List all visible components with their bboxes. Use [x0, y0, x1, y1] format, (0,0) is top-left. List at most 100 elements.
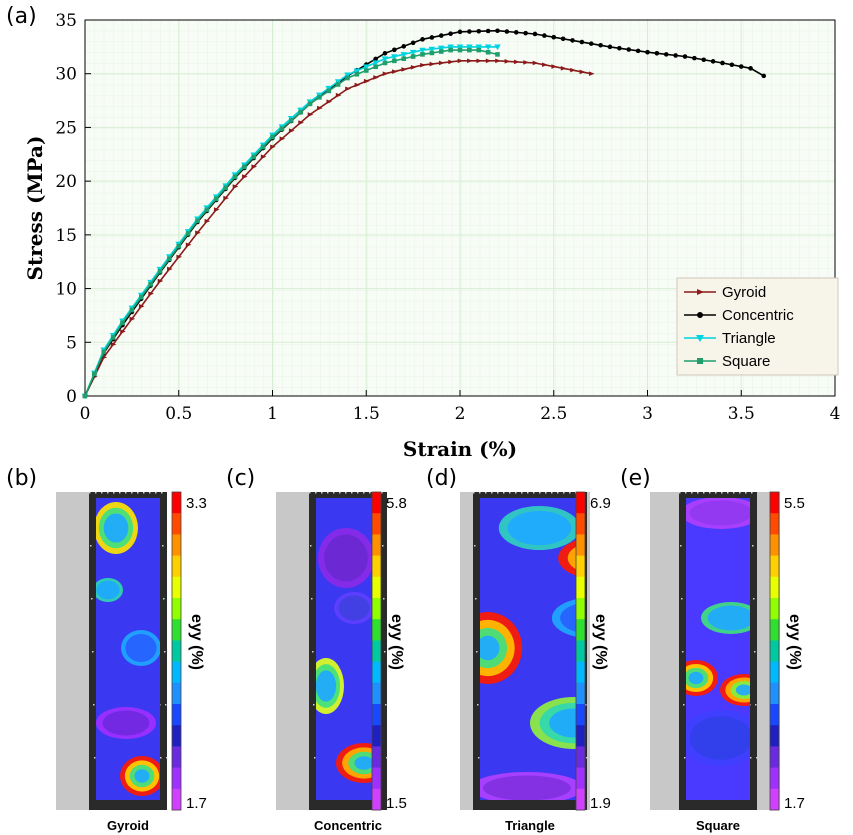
data-point: [298, 109, 303, 115]
speckle-dot: [715, 492, 717, 494]
colorbar-segment: [372, 576, 381, 599]
speckle-dot: [551, 492, 553, 494]
data-point: [720, 60, 725, 66]
colorbar-segment: [172, 619, 181, 641]
data-point: [448, 59, 454, 65]
speckle-dot: [681, 598, 683, 600]
data-point: [317, 105, 323, 111]
speckle-dot: [339, 492, 341, 494]
data-point: [579, 39, 585, 45]
data-point: [466, 44, 473, 51]
data-point: [710, 59, 716, 64]
colorbar-segment: [576, 576, 585, 599]
colorbar-segment: [172, 725, 181, 747]
strain-contour: [549, 708, 580, 738]
speckle-dot: [497, 492, 499, 494]
speckle-dot: [321, 492, 323, 494]
speckle-dot: [137, 492, 139, 494]
data-point: [420, 37, 425, 42]
speckle-dot: [310, 545, 312, 547]
colorbar-segment: [770, 725, 779, 747]
data-point: [504, 59, 511, 64]
legend-label: Triangle: [722, 330, 776, 347]
x-tick-label: 3: [642, 404, 653, 424]
speckle-dot: [475, 598, 477, 600]
strain-contour: [587, 551, 617, 566]
colorbar-segment: [576, 513, 585, 535]
data-point: [420, 52, 425, 57]
data-point: [494, 44, 501, 51]
colorbar-segment: [372, 661, 381, 684]
speckle-dot: [539, 492, 541, 494]
colorbar-segment: [770, 492, 779, 514]
data-point: [223, 195, 229, 201]
data-point: [429, 61, 436, 67]
data-point: [110, 335, 116, 340]
colorbar-frame: [575, 491, 586, 811]
colorbar-segment: [172, 555, 181, 578]
data-point: [345, 75, 350, 81]
data-point: [195, 230, 201, 236]
data-point: [288, 128, 295, 133]
colorbar-segment: [576, 788, 585, 811]
data-point: [242, 164, 247, 170]
data-point: [157, 278, 164, 284]
data-point: [317, 95, 322, 100]
strain-contour: [689, 500, 750, 526]
colorbar-segment: [372, 725, 381, 747]
speckle-dot: [569, 492, 571, 494]
data-point: [381, 56, 389, 62]
data-point: [457, 47, 463, 53]
data-point: [697, 312, 703, 318]
strain-contour: [354, 756, 374, 770]
data-point: [288, 118, 294, 123]
data-point: [279, 126, 285, 132]
data-point: [438, 49, 444, 54]
x-tick-label: 2.5: [540, 404, 567, 424]
speckle-dot: [333, 492, 335, 494]
colorbar-segment: [770, 767, 779, 790]
data-point: [476, 47, 482, 53]
colorbar-segment: [576, 767, 585, 790]
data-point: [410, 40, 416, 46]
data-point: [495, 58, 501, 64]
strain-contour: [707, 605, 750, 631]
legend-label: Gyroid: [722, 284, 766, 301]
data-point: [223, 185, 228, 191]
speckle-dot: [149, 492, 151, 494]
data-point: [110, 342, 117, 347]
data-point: [373, 56, 378, 62]
panel-letter: (c): [226, 466, 256, 491]
data-point: [484, 44, 492, 51]
speckle-dot: [369, 492, 371, 494]
speckle-dot: [155, 492, 157, 494]
colorbar-segment: [372, 788, 381, 811]
speckle-dot: [314, 757, 316, 759]
data-point: [579, 69, 586, 75]
y-tick-label: 25: [55, 118, 77, 138]
x-tick-label: 4: [830, 404, 841, 424]
data-point: [326, 99, 333, 104]
speckle-dot: [491, 492, 493, 494]
data-point: [560, 36, 566, 42]
speckle-dot: [485, 492, 487, 494]
speckle-dot: [703, 492, 705, 494]
data-point: [437, 45, 445, 52]
data-point: [167, 256, 172, 262]
data-point: [457, 29, 463, 35]
speckle-dot: [509, 492, 511, 494]
colorbar-frame: [171, 491, 182, 811]
data-point: [129, 316, 136, 322]
speckle-dot: [515, 492, 517, 494]
speckle-dot: [478, 757, 480, 759]
data-point: [345, 86, 351, 92]
speckle-dot: [162, 545, 164, 547]
strain-contour: [125, 633, 157, 663]
speckle-dot: [527, 492, 529, 494]
x-tick-label: 1: [267, 404, 278, 424]
colorbar-segment: [770, 513, 779, 535]
colorbar-segment: [372, 555, 381, 578]
colorbar-segment: [770, 640, 779, 663]
data-point: [607, 44, 613, 50]
colorbar-segment: [576, 725, 585, 747]
